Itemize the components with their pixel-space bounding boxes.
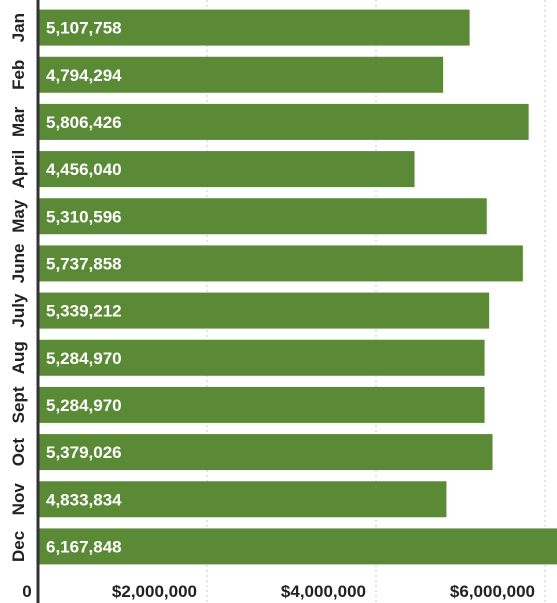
bar-value-label: 5,310,596 — [46, 207, 122, 226]
category-label: Oct — [9, 438, 28, 467]
bar — [38, 245, 523, 282]
bars — [38, 9, 557, 565]
bar-value-label: 4,794,294 — [46, 66, 122, 85]
category-label: Dec — [9, 531, 28, 562]
category-label: Mar — [9, 106, 28, 137]
category-label: April — [9, 150, 28, 189]
x-tick-label: $2,000,000 — [112, 582, 197, 601]
bar — [38, 151, 415, 188]
bar — [38, 339, 485, 376]
category-label: Feb — [9, 60, 28, 90]
bar — [38, 103, 529, 140]
x-tick-label: 0 — [22, 582, 31, 601]
bar-value-label: 5,339,212 — [46, 302, 122, 321]
bar — [38, 386, 485, 423]
category-label: May — [9, 199, 28, 233]
bar-value-label: 5,737,858 — [46, 254, 122, 273]
x-tick-labels: 0 $2,000,000 $4,000,000 $6,000,000 — [22, 582, 535, 601]
x-tick-label: $4,000,000 — [281, 582, 366, 601]
bar-value-label: 5,806,426 — [46, 113, 122, 132]
bar-value-label: 6,167,848 — [46, 537, 122, 556]
bar — [38, 56, 444, 93]
category-labels: Jan Feb Mar April May June July Aug Sept Oct Nov De… — [9, 13, 28, 562]
bar-value-labels: 5,107,758 4,794,294 5,806,426 4,456,040 5,31… — [46, 19, 122, 557]
bar — [38, 198, 487, 235]
category-label: Nov — [9, 483, 28, 516]
category-label: Aug — [9, 341, 28, 374]
bar-value-label: 5,284,970 — [46, 349, 122, 368]
bar-value-label: 5,284,970 — [46, 396, 122, 415]
category-label: Sept — [9, 386, 28, 423]
category-label: July — [9, 293, 28, 328]
bar — [38, 434, 493, 471]
bar-value-label: 4,456,040 — [46, 160, 122, 179]
bar — [38, 528, 557, 565]
x-tick-label: $6,000,000 — [450, 582, 535, 601]
bar-value-label: 4,833,834 — [46, 490, 122, 509]
bar — [38, 481, 447, 518]
bar — [38, 9, 470, 46]
bar — [38, 292, 490, 329]
category-label: June — [9, 244, 28, 284]
category-label: Jan — [9, 13, 28, 42]
bar-value-label: 5,379,026 — [46, 443, 122, 462]
bar-value-label: 5,107,758 — [46, 19, 122, 38]
